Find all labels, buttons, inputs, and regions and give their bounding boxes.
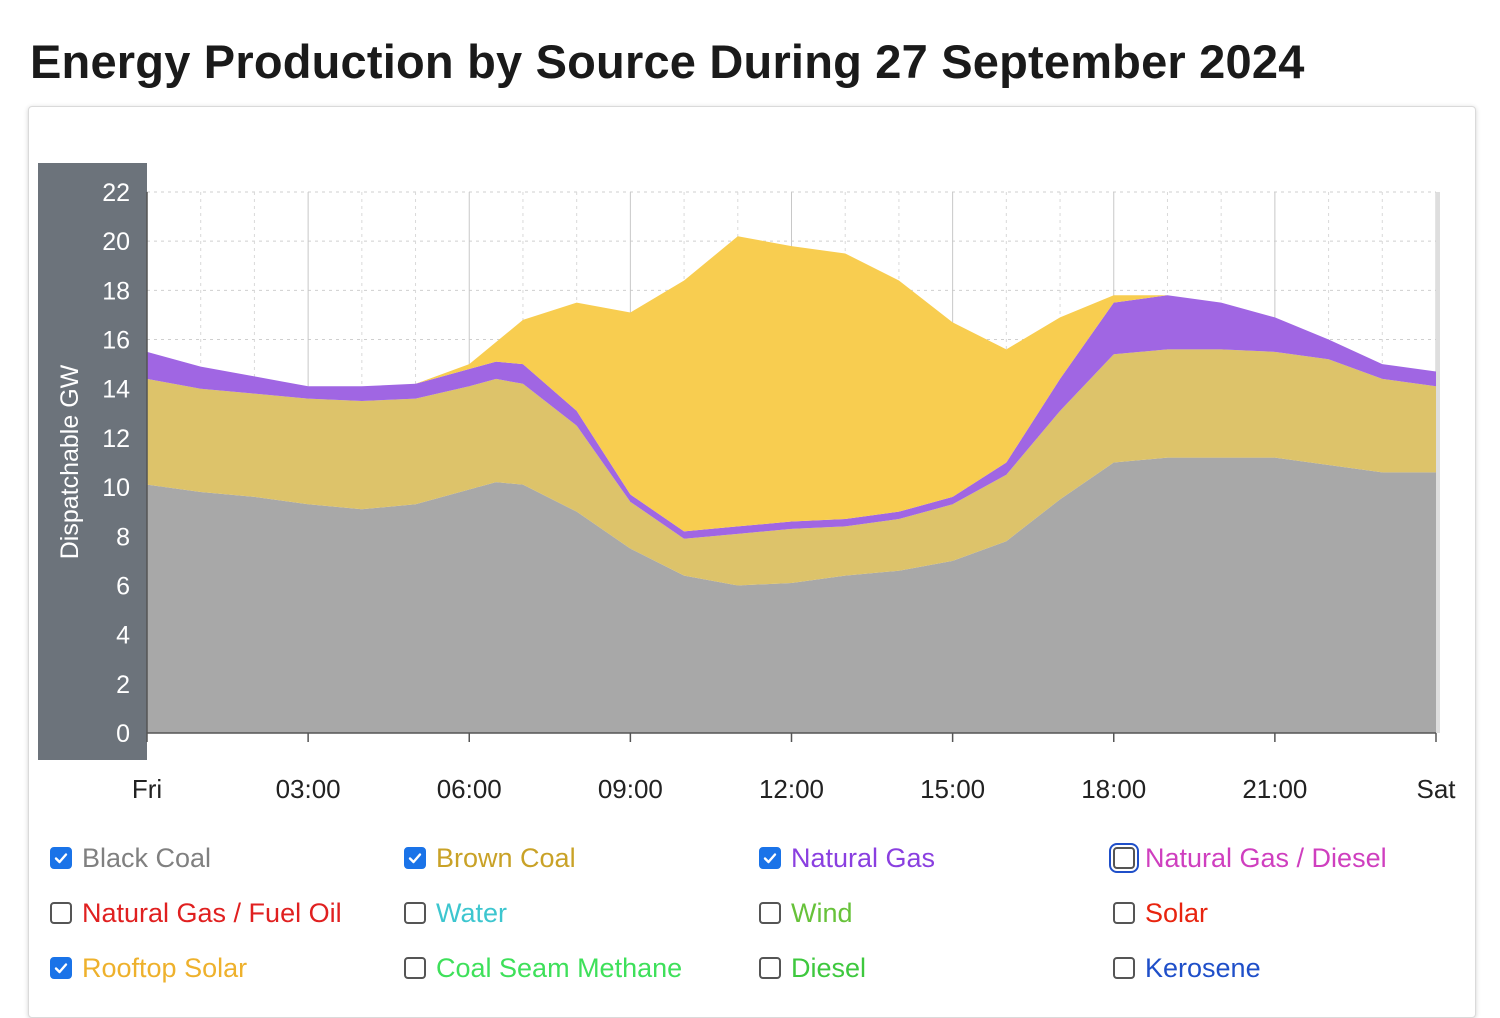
- area-series-rooftop-solar: [147, 236, 1436, 532]
- legend-checkbox[interactable]: [759, 957, 781, 979]
- legend-item-diesel[interactable]: Diesel: [759, 948, 866, 988]
- legend-checkbox[interactable]: [1109, 843, 1139, 873]
- legend-checkbox[interactable]: [50, 847, 72, 869]
- legend-item-natural-gas-diesel[interactable]: Natural Gas / Diesel: [1109, 838, 1387, 878]
- legend-label: Rooftop Solar: [82, 952, 248, 983]
- legend-item-water[interactable]: Water: [404, 893, 507, 933]
- check-icon: [763, 853, 777, 864]
- y-axis-label-panel: [38, 163, 147, 760]
- x-tick-label: Sat: [1416, 774, 1456, 804]
- legend-label: Black Coal: [82, 842, 212, 873]
- axes: 0 2 4 6 8 10 12 14 16 18 20 22 Fri 03:00 06:00 09:00 12:…: [102, 179, 1456, 804]
- x-tick-label: 12:00: [759, 774, 824, 804]
- legend-checkbox[interactable]: [404, 902, 426, 924]
- y-tick-label: 12: [102, 425, 130, 453]
- legend-label: Water: [436, 897, 508, 928]
- y-tick-label: 10: [102, 474, 130, 502]
- legend-label: Natural Gas / Diesel: [1145, 842, 1387, 873]
- y-tick-label: 2: [116, 671, 130, 699]
- x-tick-label: 21:00: [1242, 774, 1307, 804]
- legend-label: Diesel: [791, 952, 867, 983]
- legend-label: Wind: [791, 897, 853, 928]
- legend-item-solar[interactable]: Solar: [1113, 893, 1208, 933]
- y-tick-label: 22: [102, 179, 130, 207]
- y-axis-label: Dispatchable GW: [56, 364, 84, 559]
- legend-item-coal-seam-methane[interactable]: Coal Seam Methane: [404, 948, 682, 988]
- legend-checkbox[interactable]: [404, 957, 426, 979]
- area-series-black-coal: [147, 457, 1436, 733]
- x-tick-label: 09:00: [598, 774, 663, 804]
- check-icon: [54, 853, 68, 864]
- legend-label: Natural Gas: [791, 842, 936, 873]
- legend-item-wind[interactable]: Wind: [759, 893, 853, 933]
- legend-checkbox[interactable]: [404, 847, 426, 869]
- legend-item-natural-gas-fuel-oil[interactable]: Natural Gas / Fuel Oil: [50, 893, 342, 933]
- legend-item-natural-gas[interactable]: Natural Gas: [759, 838, 935, 878]
- legend-checkbox[interactable]: [1113, 902, 1135, 924]
- legend-label: Kerosene: [1145, 952, 1261, 983]
- legend-item-brown-coal[interactable]: Brown Coal: [404, 838, 576, 878]
- legend-label: Solar: [1145, 897, 1209, 928]
- y-tick-label: 14: [102, 376, 130, 404]
- legend-checkbox[interactable]: [759, 902, 781, 924]
- x-tick-label: 18:00: [1081, 774, 1146, 804]
- y-tick-label: 6: [116, 572, 130, 600]
- y-tick-label: 0: [116, 720, 130, 748]
- area-chart: 0 2 4 6 8 10 12 14 16 18 20 22 Fri 03:00 06:00 09:00 12:…: [38, 163, 1456, 804]
- area-series-brown-coal: [147, 349, 1436, 586]
- x-tick-label: 15:00: [920, 774, 985, 804]
- y-tick-label: 18: [102, 277, 130, 305]
- legend-label: Brown Coal: [436, 842, 576, 873]
- x-tick-label: 03:00: [276, 774, 341, 804]
- legend-checkbox[interactable]: [759, 847, 781, 869]
- check-icon: [408, 853, 422, 864]
- legend-item-rooftop-solar[interactable]: Rooftop Solar: [50, 948, 247, 988]
- legend-item-kerosene[interactable]: Kerosene: [1113, 948, 1261, 988]
- y-tick-label: 16: [102, 327, 130, 355]
- plot-right-edge: [1436, 192, 1440, 733]
- y-tick-label: 4: [116, 622, 130, 650]
- legend-item-black-coal[interactable]: Black Coal: [50, 838, 211, 878]
- series-legend: Black Coal Brown Coal Natural Gas Natural G…: [50, 838, 1480, 998]
- legend-label: Coal Seam Methane: [436, 952, 683, 983]
- legend-label: Natural Gas / Fuel Oil: [82, 897, 342, 928]
- legend-checkbox[interactable]: [50, 902, 72, 924]
- check-icon: [54, 963, 68, 974]
- legend-checkbox[interactable]: [50, 957, 72, 979]
- chart-container: 0 2 4 6 8 10 12 14 16 18 20 22 Fri 03:00 06:00 09:00 12:…: [38, 163, 1456, 804]
- y-tick-label: 8: [116, 523, 130, 551]
- x-tick-label: Fri: [132, 774, 162, 804]
- legend-checkbox[interactable]: [1113, 957, 1135, 979]
- series-areas: [147, 236, 1436, 733]
- y-tick-label: 20: [102, 228, 130, 256]
- x-tick-label: 06:00: [437, 774, 502, 804]
- page-title: Energy Production by Source During 27 Se…: [30, 35, 1305, 88]
